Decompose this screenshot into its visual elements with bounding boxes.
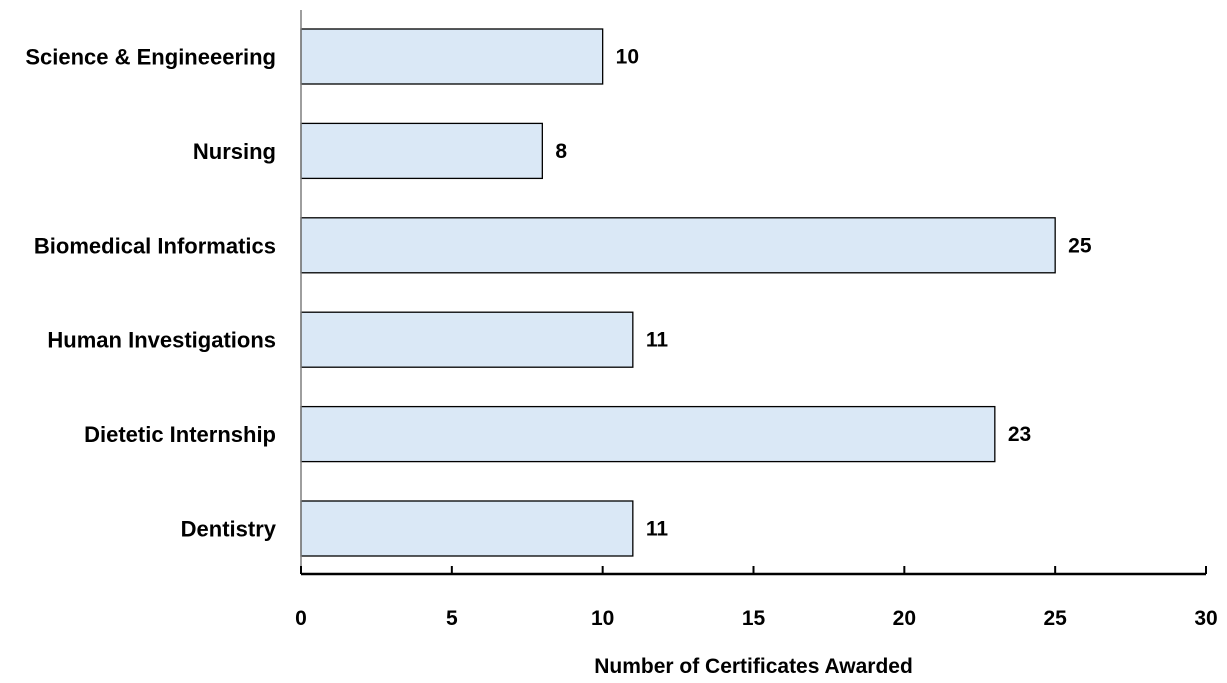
category-labels-group: Science & Engineeering Nursing Biomedical …	[25, 45, 276, 542]
x-axis-title: Number of Certificates Awarded	[594, 655, 913, 678]
bar	[300, 311, 634, 368]
x-ticks-group: 0 5 10 15 20 25 30	[295, 566, 1218, 630]
x-tick-label: 10	[591, 607, 614, 630]
x-tick-label: 25	[1043, 607, 1067, 630]
data-label: 10	[616, 46, 639, 69]
x-tick-label: 5	[446, 607, 458, 630]
data-label: 11	[646, 329, 669, 352]
data-label: 23	[1008, 423, 1031, 446]
x-tick-label: 20	[893, 607, 916, 630]
category-label: Nursing	[193, 139, 276, 164]
data-label: 11	[646, 518, 669, 541]
bars-group	[300, 28, 1056, 557]
category-label: Human Investigations	[47, 328, 276, 353]
data-label: 25	[1068, 234, 1092, 257]
bar	[300, 122, 543, 180]
bar	[300, 217, 1056, 274]
bar	[300, 500, 634, 557]
x-tick-label: 0	[295, 607, 307, 630]
bar	[300, 405, 996, 463]
x-tick-label: 30	[1194, 607, 1217, 630]
category-label: Science & Engineeering	[25, 45, 276, 70]
category-label: Dentistry	[181, 517, 277, 542]
data-label: 8	[555, 140, 567, 163]
bar	[300, 28, 604, 85]
category-label: Biomedical Informatics	[34, 233, 276, 258]
category-label: Dietetic Internship	[84, 422, 276, 447]
x-tick-label: 15	[742, 607, 766, 630]
data-labels-group: 10 8 25 11 23 11	[555, 46, 1092, 541]
